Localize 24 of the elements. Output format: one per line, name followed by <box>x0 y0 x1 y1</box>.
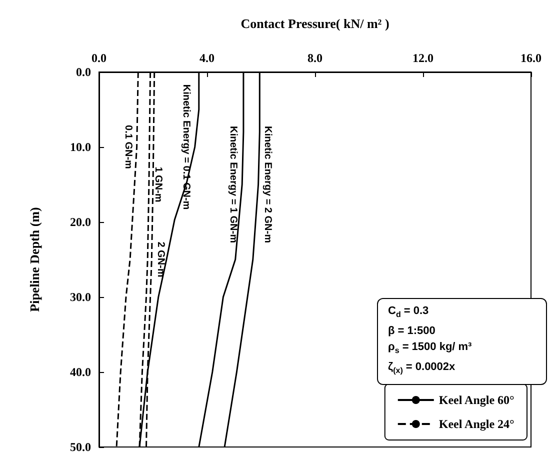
x-axis-title: Contact Pressure( kN/ m² ) <box>240 16 390 31</box>
y-tick-label: 10.0 <box>70 140 91 154</box>
annotation: C$_{d}$ = 0.3 <box>388 304 430 322</box>
annotation: ζ$_{(x)}$ = 0.0002x <box>388 360 456 378</box>
annotation: Kinetic Energy = 1 GN-m <box>228 126 239 244</box>
y-tick-label: 0.0 <box>76 65 91 79</box>
annotation: 0.1 GN-m <box>122 125 134 170</box>
y-tick-label: 50.0 <box>70 440 91 454</box>
y-axis-title: Pipeline Depth (m) <box>27 207 42 312</box>
x-tick-label: 16.0 <box>520 51 542 65</box>
annotation: β = 1:500 <box>388 324 436 340</box>
y-tick-label: 20.0 <box>70 215 91 229</box>
annotation: 1 GN-m <box>152 166 164 202</box>
y-tick-label: 30.0 <box>70 290 91 304</box>
legend-label: Keel Angle 24° <box>438 417 515 431</box>
annotation: ρ$_{s}$ = 1500 kg/ m³ <box>388 340 473 358</box>
y-tick-label: 40.0 <box>70 365 91 379</box>
legend-label: Keel Angle 60° <box>438 393 515 407</box>
x-tick-label: 0.0 <box>92 51 106 65</box>
annotation: Kinetic Energy = 2 GN-m <box>262 126 273 244</box>
annotation: 2 GN-m <box>155 242 166 278</box>
x-tick-label: 8.0 <box>308 51 322 65</box>
x-tick-label: 4.0 <box>200 51 214 65</box>
x-tick-label: 12.0 <box>412 51 434 65</box>
